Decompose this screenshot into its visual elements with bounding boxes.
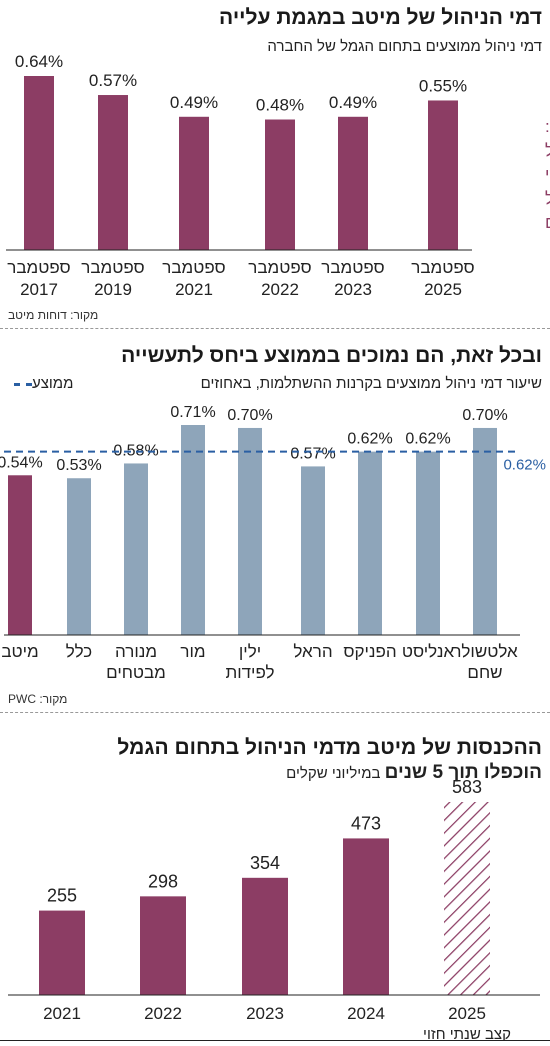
chart2-category-label: מבטחים (106, 663, 166, 682)
chart2-value-label: 0.57% (290, 445, 335, 462)
chart2-average-label: 0.62% (503, 457, 546, 474)
chart2-bar (473, 427, 497, 635)
chart1-value-label: 0.48% (256, 96, 304, 115)
chart1-value-label: 0.49% (329, 93, 377, 112)
panel2-legend: ממוצע (8, 375, 73, 392)
chart1-bar (24, 76, 54, 250)
chart3-value-label: 255 (47, 886, 77, 906)
panel1-title: דמי הניהול של מיטב במגמת עלייה (219, 6, 542, 29)
panel3-subtitle: הוכפלו תוך 5 שנים במיליוני שקלים (286, 762, 542, 784)
chart1-value-label: 0.49% (170, 93, 218, 112)
chart3-bar (444, 802, 490, 995)
chart1-category-label: ספטמבר (81, 258, 144, 277)
chart2-bar (358, 451, 382, 635)
chart1-category-label: ספטמבר (411, 258, 474, 277)
panel2-subtitle: שיעור דמי ניהול ממוצעים בקרנות ההשתלמות,… (200, 375, 542, 392)
chart1-annotation-line: הניהול (545, 189, 550, 208)
chart1-category-label: ספטמבר (162, 258, 225, 277)
chart1-annotation-line: הממוצעים (545, 213, 550, 232)
chart1-category-label: 2022 (261, 280, 299, 299)
chart1-category-label: ספטמבר (321, 258, 384, 277)
panel2-source: מקור: PWC (8, 692, 68, 706)
legend-dash-icon (14, 382, 32, 386)
chart3-value-label: 583 (452, 780, 482, 797)
chart2-value-label: 0.70% (462, 407, 507, 424)
chart1-svg: 0.64% ספטמבר 2017 0.57% ספטמבר 2019 0.49% ספטמב… (6, 52, 550, 299)
chart3-bar (140, 896, 186, 995)
chart2-value-label: 0.62% (347, 431, 392, 448)
chart2-value-label: 0.71% (170, 404, 215, 421)
chart2-bar (238, 427, 262, 635)
chart2-category-label: מיטב (1, 642, 38, 661)
panel3-subtitle-bold: הוכפלו תוך 5 שנים (384, 762, 542, 783)
chart2-bar (301, 466, 325, 635)
chart2-svg: 0.54%מיטב0.53%כלל0.58%מנורהמבטחים0.71%מו… (0, 404, 546, 682)
chart2-label-bg (290, 442, 336, 465)
chart2-category-label: מנורה (115, 642, 157, 661)
chart2-label-bg (56, 454, 102, 477)
chart2-category-label: מור (180, 642, 205, 661)
chart1-bar (98, 95, 128, 250)
chart1-category-label: 2025 (424, 280, 462, 299)
chart2-value-label: 0.54% (0, 454, 43, 471)
chart1-annotation-line: 15% בדמי (545, 165, 550, 184)
chart2-category-label: שחם (467, 663, 502, 682)
chart1-bar (338, 116, 368, 250)
chart2-category-label: לפידות (225, 663, 274, 682)
chart1-annotation-line: מאז השפל: (545, 117, 550, 136)
chart2-bar (67, 478, 91, 635)
chart2-value-label: 0.53% (56, 457, 101, 474)
chart3-value-label: 298 (148, 871, 178, 891)
chart2-category-label: כלל (66, 642, 92, 661)
chart3-bar (343, 838, 389, 995)
chart1-category-label: 2017 (20, 280, 58, 299)
chart1-category-label: ספטמבר (248, 258, 311, 277)
legend-average-label: ממוצע (32, 375, 74, 392)
chart2-label-bg (0, 451, 43, 474)
chart3-svg: 255 2021 298 2022 354 2023 473 2024 583 2025 קצב ש… (8, 780, 540, 1040)
bottom-rule (0, 1040, 550, 1041)
chart1-value-label: 0.64% (15, 52, 63, 71)
chart1-value-label: 0.55% (419, 76, 467, 95)
chart3-category-label: 2022 (144, 1004, 182, 1023)
chart3-category-label: קצב שנתי חזוי (423, 1026, 511, 1040)
chart2-category-label: אלטשולר (452, 642, 518, 661)
chart2-bar (181, 425, 205, 635)
chart3-category-label: 2023 (246, 1004, 284, 1023)
chart1-annotation-line: עלייה של (545, 141, 550, 160)
chart2-category-label: הראל (293, 642, 332, 661)
chart1-value-label: 0.57% (89, 71, 137, 90)
panel1-source: מקור: דוחות מיטב (8, 308, 99, 322)
chart2-bar (416, 451, 440, 635)
chart3-value-label: 473 (351, 813, 381, 833)
chart1-category-label: 2019 (94, 280, 132, 299)
panel2-title: ובכל זאת, הם נמוכים בממוצע ביחס לתעשייה (121, 344, 542, 367)
chart1-bar (265, 119, 295, 250)
chart2-bar (8, 475, 32, 635)
chart3-bar (39, 910, 85, 995)
panel3-subtitle-rest: במיליוני שקלים (286, 765, 381, 782)
chart1-category-label: 2021 (175, 280, 213, 299)
chart1-category-label: ספטמבר (7, 258, 70, 277)
panel1-subtitle: דמי ניהול ממוצעים בתחום הגמל של החברה (267, 38, 542, 55)
chart2-bar (124, 463, 148, 635)
chart3-bar (242, 877, 288, 995)
divider-1 (0, 328, 550, 329)
chart1-category-label: 2023 (334, 280, 372, 299)
chart1-bar (179, 116, 209, 250)
chart2-value-label: 0.62% (405, 431, 450, 448)
panel3-title: ההכנסות של מיטב מדמי הניהול בתחום הגמל (117, 736, 542, 759)
chart3-value-label: 354 (250, 853, 280, 873)
divider-2 (0, 712, 550, 713)
chart2-category-label: הפניקס (343, 642, 396, 661)
chart3-category-label: 2021 (43, 1004, 81, 1023)
chart1-bar (428, 100, 458, 250)
chart2-category-label: ילין (239, 642, 261, 661)
chart2-category-label: אנליסט (402, 642, 455, 661)
chart2-value-label: 0.70% (227, 407, 272, 424)
chart3-category-label: 2025 (448, 1004, 486, 1023)
chart3-category-label: 2024 (347, 1004, 385, 1023)
